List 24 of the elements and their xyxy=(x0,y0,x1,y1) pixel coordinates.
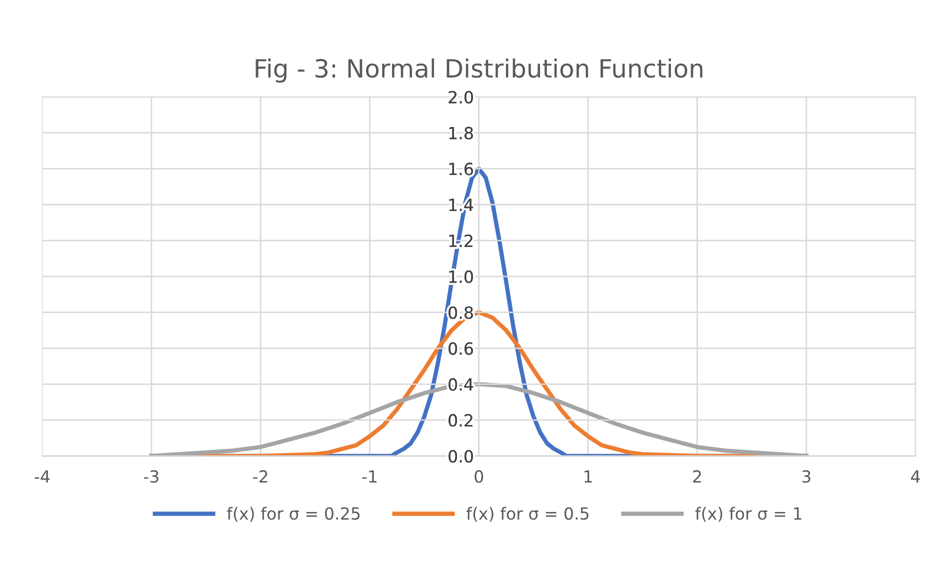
y-tick-label: 1.6 xyxy=(449,162,473,176)
y-tick-label: 0.8 xyxy=(448,306,473,319)
y-tick-label: 0.6 xyxy=(448,342,473,355)
x-tick-label: -4 xyxy=(34,470,50,483)
x-tick-label: 2 xyxy=(693,470,701,483)
x-tick-label: -1 xyxy=(362,470,376,483)
x-tick-label: 3 xyxy=(802,470,810,483)
x-tick-label: 1 xyxy=(584,470,592,483)
y-tick-label: 0.0 xyxy=(448,450,473,463)
x-tick-label: 4 xyxy=(911,470,920,483)
x-tick-label: -2 xyxy=(253,470,268,483)
x-tick-label: 0 xyxy=(474,470,484,483)
y-tick-label: 2.0 xyxy=(448,90,473,104)
legend-label: f(x) for σ = 0.25 xyxy=(226,506,360,522)
y-tick-label: 1.0 xyxy=(449,270,473,284)
y-tick-label: 0.4 xyxy=(448,378,474,391)
legend-label: f(x) for σ = 0.5 xyxy=(466,506,588,522)
y-tick-label: 0.2 xyxy=(448,414,472,427)
y-tick-label: 1.8 xyxy=(449,126,473,140)
chart-title: Fig - 3: Normal Distribution Function xyxy=(256,58,702,83)
y-tick-label: 1.2 xyxy=(449,234,472,247)
x-tick-label: -3 xyxy=(144,470,158,483)
legend-label: f(x) for σ = 1 xyxy=(695,506,802,522)
y-tick-label: 1.4 xyxy=(449,198,474,211)
